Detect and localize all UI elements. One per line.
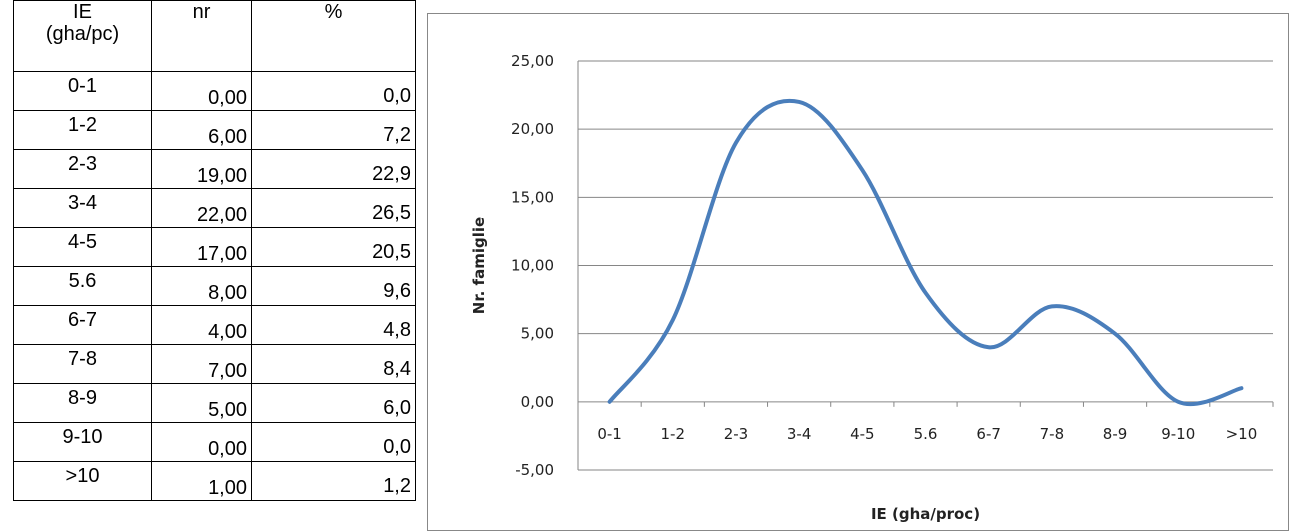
- cell-nr: 8,00: [151, 266, 252, 306]
- y-tick-label: 10,00: [511, 257, 554, 275]
- cell-ie: 7-8: [13, 344, 152, 384]
- cell-nr: 7,00: [151, 344, 252, 384]
- cell-ie: 2-3: [13, 149, 152, 189]
- x-tick-label: >10: [1226, 425, 1258, 443]
- cell-nr: 4,00: [151, 305, 252, 345]
- header-ie-line1: IE: [73, 1, 92, 24]
- table-row: 2-3 19,00 22,9: [13, 149, 416, 189]
- cell-ie: 5.6: [13, 266, 152, 306]
- y-tick-label: -5,00: [515, 461, 554, 479]
- table-row: 0-1 0,00 0,0: [13, 71, 416, 111]
- table-row: 4-5 17,00 20,5: [13, 227, 416, 267]
- cell-pct: 20,5: [251, 227, 416, 267]
- table-row: 7-8 7,00 8,4: [13, 344, 416, 384]
- cell-pct: 4,8: [251, 305, 416, 345]
- data-point: [797, 100, 801, 104]
- cell-pct: 26,5: [251, 188, 416, 228]
- table-row: 1-2 6,00 7,2: [13, 110, 416, 150]
- data-point: [1239, 386, 1243, 390]
- cell-pct: 0,0: [251, 71, 416, 111]
- data-table: IE (gha/pc) nr % 0-1 0,00 0,0 1-2 6,00 7,2 2-3 1…: [13, 0, 416, 501]
- x-tick-label: 7-8: [1040, 425, 1065, 443]
- table-row: 5.6 8,00 9,6: [13, 266, 416, 306]
- x-tick-label: 6-7: [976, 425, 1001, 443]
- data-point: [924, 291, 928, 295]
- y-tick-label: 5,00: [521, 325, 554, 343]
- cell-nr: 17,00: [151, 227, 252, 267]
- chart-svg: -5,00 0,00 5,00 10,00 15,00 20,00 25,00 0-1 1-2 2…: [470, 52, 1274, 523]
- data-point: [608, 400, 612, 404]
- cell-pct: 9,6: [251, 266, 416, 306]
- table-row: 8-9 5,00 6,0: [13, 383, 416, 423]
- cell-nr: 22,00: [151, 188, 252, 228]
- cell-ie: 9-10: [13, 422, 152, 462]
- x-tick-label: 3-4: [787, 425, 812, 443]
- data-point: [734, 141, 738, 145]
- x-tick-label: 0-1: [597, 425, 622, 443]
- cell-nr: 1,00: [151, 461, 252, 501]
- y-axis-title: Nr. famiglie: [470, 217, 488, 314]
- table-row: 6-7 4,00 4,8: [13, 305, 416, 345]
- cell-nr: 5,00: [151, 383, 252, 423]
- x-tick-label: 5.6: [914, 425, 938, 443]
- cell-ie: 8-9: [13, 383, 152, 423]
- x-tick-label: 1-2: [661, 425, 686, 443]
- header-nr: nr: [151, 0, 252, 72]
- cell-pct: 7,2: [251, 110, 416, 150]
- y-tick-label: 20,00: [511, 120, 554, 138]
- table-row: 3-4 22,00 26,5: [13, 188, 416, 228]
- x-axis-title: IE (gha/proc): [871, 505, 980, 523]
- cell-ie: 4-5: [13, 227, 152, 267]
- x-tick-label: 2-3: [724, 425, 749, 443]
- cell-ie: 0-1: [13, 71, 152, 111]
- header-pct: %: [251, 0, 416, 72]
- y-tick-label: 15,00: [511, 188, 554, 206]
- data-point: [860, 168, 864, 172]
- y-tick-label: 0,00: [521, 393, 554, 411]
- chart: -5,00 0,00 5,00 10,00 15,00 20,00 25,00 0-1 1-2 2…: [427, 13, 1289, 531]
- data-point: [987, 345, 991, 349]
- y-tick-label: 25,00: [511, 52, 554, 70]
- header-ie: IE (gha/pc): [13, 0, 152, 72]
- x-tick-label: 4-5: [850, 425, 875, 443]
- table-header-row: IE (gha/pc) nr %: [13, 0, 416, 72]
- data-point: [1050, 304, 1054, 308]
- data-point: [1113, 332, 1117, 336]
- cell-ie: 3-4: [13, 188, 152, 228]
- series-line: [607, 98, 1244, 407]
- cell-pct: 22,9: [251, 149, 416, 189]
- cell-nr: 0,00: [151, 71, 252, 111]
- x-tick-label: 8-9: [1103, 425, 1128, 443]
- cell-pct: 1,2: [251, 461, 416, 501]
- cell-nr: 0,00: [151, 422, 252, 462]
- cell-pct: 8,4: [251, 344, 416, 384]
- cell-pct: 0,0: [251, 422, 416, 462]
- cell-nr: 19,00: [151, 149, 252, 189]
- table-row: >10 1,00 1,2: [13, 461, 416, 501]
- cell-nr: 6,00: [151, 110, 252, 150]
- cell-pct: 6,0: [251, 383, 416, 423]
- cell-ie: 1-2: [13, 110, 152, 150]
- data-point: [1176, 400, 1180, 404]
- cell-ie: 6-7: [13, 305, 152, 345]
- header-ie-line2: (gha/pc): [45, 23, 120, 45]
- data-point: [671, 318, 675, 322]
- table-row: 9-10 0,00 0,0: [13, 422, 416, 462]
- x-tick-label: 9-10: [1161, 425, 1195, 443]
- cell-ie: >10: [13, 461, 152, 501]
